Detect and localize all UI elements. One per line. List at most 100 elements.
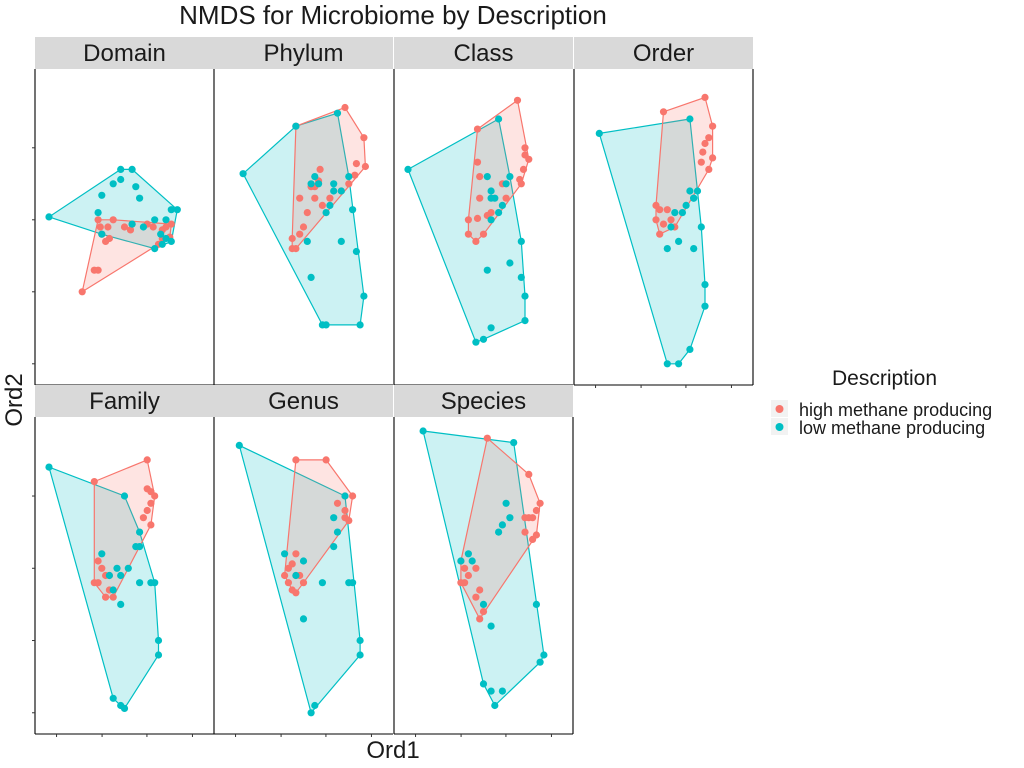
low-methane-point <box>173 206 181 214</box>
low-methane-point <box>345 173 353 181</box>
low-methane-point <box>663 360 671 368</box>
high-methane-point <box>96 223 104 231</box>
high-methane-point <box>299 579 308 587</box>
high-methane-point <box>464 230 472 238</box>
low-methane-point <box>311 701 319 710</box>
facet-strip <box>35 385 214 417</box>
low-methane-point <box>663 245 671 253</box>
low-methane-point <box>151 216 159 224</box>
legend-label: low methane producing <box>799 418 985 438</box>
high-methane-point <box>151 492 159 500</box>
high-methane-point <box>473 158 482 166</box>
low-methane-point <box>124 564 132 572</box>
high-methane-point <box>345 517 353 525</box>
low-methane-point <box>341 492 349 500</box>
low-methane-point <box>128 165 136 173</box>
low-methane-point <box>521 292 529 300</box>
facet-family: Family <box>32 385 214 737</box>
low-methane-point <box>701 281 709 289</box>
low-methane-point <box>322 321 330 329</box>
facet-strip-label: Species <box>441 388 526 415</box>
high-methane-point <box>296 230 304 238</box>
low-methane-point <box>98 550 106 558</box>
high-methane-point <box>78 288 86 296</box>
low-methane-point <box>682 201 690 209</box>
facet-strip-label: Order <box>633 40 694 67</box>
high-methane-point <box>303 209 311 217</box>
facet-strip <box>35 37 214 69</box>
high-methane-point <box>472 564 480 572</box>
high-methane-point <box>521 514 529 522</box>
facet-strip <box>214 37 393 69</box>
high-methane-point <box>147 521 155 529</box>
x-axis-title: Ord1 <box>366 737 419 764</box>
low-methane-point <box>487 187 495 195</box>
high-methane-point <box>701 139 709 148</box>
high-methane-point <box>516 175 524 184</box>
low-methane-point <box>167 237 175 245</box>
high-methane-point <box>98 564 106 572</box>
low-methane-point <box>356 636 364 645</box>
high-methane-point <box>292 456 300 464</box>
low-methane-point <box>479 335 488 343</box>
facet-strip <box>394 385 573 417</box>
high-methane-point <box>457 579 465 587</box>
high-methane-point <box>333 499 342 507</box>
high-methane-hull <box>460 437 541 621</box>
low-methane-point <box>157 230 165 238</box>
low-methane-point <box>491 701 499 710</box>
low-methane-point <box>330 180 338 188</box>
low-methane-point <box>292 571 300 580</box>
low-methane-point <box>154 651 163 659</box>
low-methane-point <box>521 317 529 325</box>
low-methane-point <box>299 557 308 565</box>
high-methane-hull <box>81 219 172 294</box>
high-methane-point <box>476 194 484 202</box>
high-methane-point <box>352 160 360 168</box>
low-methane-point <box>136 543 144 551</box>
low-methane-point <box>502 499 510 507</box>
low-methane-point <box>701 302 709 310</box>
high-methane-point <box>109 593 117 601</box>
legend-label: high methane producing <box>799 400 992 420</box>
high-methane-point <box>143 506 151 515</box>
low-methane-point <box>506 259 514 267</box>
facet-strip-label: Class <box>453 40 513 67</box>
high-methane-point <box>701 93 709 101</box>
high-methane-point <box>483 434 491 442</box>
low-methane-point <box>686 115 694 123</box>
high-methane-point <box>705 165 713 173</box>
low-methane-point <box>292 122 300 130</box>
low-methane-point <box>281 550 289 558</box>
facet-strip-label: Family <box>89 388 160 415</box>
low-methane-point <box>239 170 247 178</box>
low-methane-point <box>693 187 702 195</box>
low-methane-point <box>45 463 53 471</box>
low-methane-point <box>158 240 166 248</box>
high-methane-point <box>292 550 300 558</box>
high-methane-point <box>147 499 155 507</box>
low-methane-point <box>517 273 525 281</box>
high-methane-point <box>532 506 541 515</box>
high-methane-point <box>473 214 482 222</box>
low-methane-point <box>136 579 144 587</box>
low-methane-point <box>495 209 503 217</box>
high-methane-point <box>476 615 484 623</box>
low-methane-point <box>105 571 113 580</box>
low-methane-point <box>349 206 357 214</box>
low-methane-point <box>498 521 506 529</box>
high-methane-point <box>461 564 469 572</box>
low-methane-point <box>132 183 140 191</box>
legend-title: Description <box>832 367 937 390</box>
high-methane-point <box>326 194 334 202</box>
high-methane-point <box>90 478 98 486</box>
high-methane-point <box>341 103 349 112</box>
high-methane-point <box>345 180 353 188</box>
low-methane-point <box>330 187 338 195</box>
low-methane-point <box>136 528 144 536</box>
low-methane-point <box>318 579 326 587</box>
low-methane-point <box>322 209 330 217</box>
low-methane-point <box>517 237 525 245</box>
